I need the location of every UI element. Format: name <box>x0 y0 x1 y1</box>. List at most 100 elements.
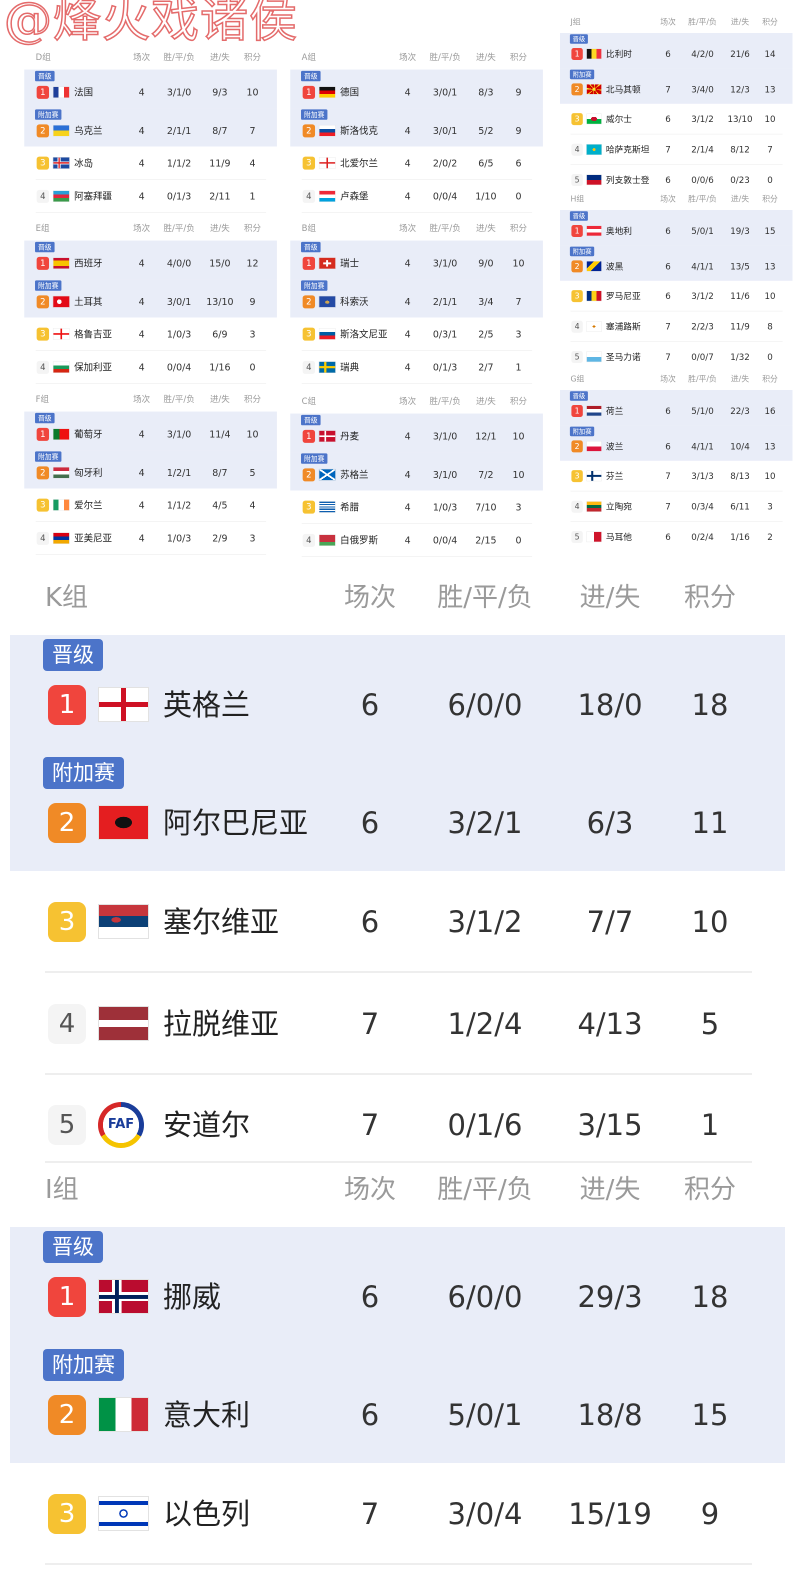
table-row[interactable]: 3 希腊 4 1/0/3 7/10 3 <box>287 490 548 524</box>
table-row[interactable]: 附加赛 2 苏格兰 4 3/1/0 7/2 10 <box>287 452 548 491</box>
table-row[interactable]: 晋级 1 挪威 6 6/0/0 29/3 18 <box>0 1227 800 1345</box>
goals-value: 18/8 <box>577 1398 643 1432</box>
row-cells: 1 英格兰 6 6/0/0 18/0 18 <box>0 683 800 727</box>
flag-andorra-faf-logo-icon: FAF <box>98 1102 144 1148</box>
team-name: 哈萨克斯坦 <box>605 144 650 155</box>
table-row[interactable]: 3 罗马尼亚 6 3/1/2 11/6 10 <box>557 281 797 312</box>
table-row[interactable]: 4 立陶宛 7 0/3/4 6/11 3 <box>557 491 797 522</box>
row-divider <box>45 1161 752 1163</box>
table-row[interactable]: 晋级 1 荷兰 6 5/1/0 22/3 16 <box>557 390 797 426</box>
played-value: 4 <box>138 190 145 202</box>
wdl-value: 3/0/1 <box>432 86 458 98</box>
wdl-value: 5/0/1 <box>447 1398 523 1432</box>
table-row[interactable]: 3 以色列 7 3/0/4 15/19 9 <box>0 1463 800 1565</box>
table-row[interactable]: 4 白俄罗斯 4 0/0/4 2/15 0 <box>287 524 548 557</box>
rank-badge: 3 <box>571 290 583 303</box>
table-row[interactable]: 4 亚美尼亚 4 1/0/3 2/9 3 <box>21 522 282 555</box>
table-row[interactable]: 5 FAF 安道尔 7 0/1/6 3/15 1 <box>0 1075 800 1163</box>
table-row[interactable]: 晋级 1 瑞士 4 3/1/0 9/0 10 <box>287 240 548 280</box>
played-value: 4 <box>404 257 411 269</box>
table-row[interactable]: 3 格鲁吉亚 4 1/0/3 6/9 3 <box>21 317 282 351</box>
table-row[interactable]: 附加赛 2 土耳其 4 3/0/1 13/10 9 <box>21 279 282 318</box>
column-header-wdl: 胜/平/负 <box>688 194 717 204</box>
table-row[interactable]: 晋级 1 丹麦 4 3/1/0 12/1 10 <box>287 413 548 453</box>
played-value: 4 <box>138 532 145 544</box>
rank-badge: 2 <box>571 440 583 453</box>
table-row[interactable]: 3 威尔士 6 3/1/2 13/10 10 <box>557 104 797 135</box>
flag-greece-icon <box>318 501 336 513</box>
goals-value: 11/6 <box>730 291 750 302</box>
table-row[interactable]: 附加赛 2 北马其顿 7 3/4/0 12/3 13 <box>557 68 797 104</box>
group-name: D组 <box>35 52 51 63</box>
wdl-value: 0/0/4 <box>166 361 192 373</box>
table-row[interactable]: 晋级 1 比利时 6 4/2/0 21/6 14 <box>557 33 797 69</box>
goals-value: 7/7 <box>586 905 634 939</box>
points-value: 0 <box>515 190 522 202</box>
team-name: 希腊 <box>340 501 360 513</box>
table-row[interactable]: 晋级 1 法国 4 3/1/0 9/3 10 <box>21 69 282 109</box>
goals-value: 2/7 <box>478 361 494 373</box>
wdl-value: 1/0/3 <box>166 328 192 340</box>
points-value: 16 <box>764 405 776 417</box>
table-row[interactable]: 晋级 1 德国 4 3/0/1 8/3 9 <box>287 69 548 109</box>
table-row[interactable]: 5 列支敦士登 6 0/0/6 0/23 0 <box>557 165 797 191</box>
rank-badge: 1 <box>571 225 583 237</box>
goals-value: 11/9 <box>730 321 750 332</box>
table-row[interactable]: 3 冰岛 4 1/1/2 11/9 4 <box>21 146 282 180</box>
rank-badge: 4 <box>571 500 583 513</box>
table-row[interactable]: 3 塞尔维亚 6 3/1/2 7/7 10 <box>0 871 800 973</box>
points-value: 3 <box>767 501 773 512</box>
table-row[interactable]: 晋级 1 奥地利 6 5/0/1 19/3 15 <box>557 210 797 246</box>
table-row[interactable]: 4 瑞典 4 0/1/3 2/7 1 <box>287 351 548 384</box>
points-value: 13 <box>764 441 776 452</box>
table-row[interactable]: 3 斯洛文尼亚 4 0/3/1 2/5 3 <box>287 317 548 351</box>
table-row[interactable]: 3 爱尔兰 4 1/1/2 4/5 4 <box>21 488 282 522</box>
team-name: 芬兰 <box>605 471 624 482</box>
table-row[interactable]: 晋级 1 英格兰 6 6/0/0 18/0 18 <box>0 635 800 753</box>
flag-italy-icon <box>98 1397 149 1432</box>
table-row[interactable]: 晋级 1 西班牙 4 4/0/0 15/0 12 <box>21 240 282 280</box>
table-row[interactable]: 4 阿塞拜疆 4 0/1/3 2/11 1 <box>21 180 282 213</box>
rank-badge: 3 <box>36 327 50 341</box>
table-row[interactable]: 5 圣马力诺 7 0/0/7 1/32 0 <box>557 342 797 368</box>
table-row[interactable]: 5 马耳他 6 0/2/4 1/16 2 <box>557 522 797 548</box>
table-row[interactable]: 4 塞浦路斯 7 2/2/3 11/9 8 <box>557 311 797 342</box>
flag-ireland-icon <box>52 499 70 511</box>
wdl-value: 3/1/2 <box>447 905 523 939</box>
table-row[interactable]: 附加赛 2 乌克兰 4 2/1/1 8/7 7 <box>21 108 282 147</box>
column-header-goals: 进/失 <box>475 52 496 63</box>
flag-northern-ireland-icon <box>318 157 336 169</box>
points-value: 3 <box>249 328 256 340</box>
table-row[interactable]: 附加赛 2 意大利 6 5/0/1 18/8 15 <box>0 1345 800 1463</box>
row-cells: 2 波兰 6 4/1/1 10/4 13 <box>557 440 797 453</box>
table-row[interactable]: 4 哈萨克斯坦 7 2/1/4 8/12 7 <box>557 134 797 165</box>
wdl-value: 0/3/4 <box>691 501 714 512</box>
flag-belgium-icon <box>586 48 602 60</box>
table-row[interactable]: 附加赛 2 波黑 6 4/1/1 13/5 13 <box>557 245 797 281</box>
table-row[interactable]: 附加赛 2 阿尔巴尼亚 6 3/2/1 6/3 11 <box>0 753 800 871</box>
rank-badge: 2 <box>302 124 316 138</box>
table-row[interactable]: 4 保加利亚 4 0/0/4 1/16 0 <box>21 351 282 384</box>
row-divider <box>45 971 752 973</box>
goals-value: 15/19 <box>568 1497 652 1531</box>
wdl-value: 1/2/4 <box>447 1007 523 1041</box>
table-row[interactable]: 3 北爱尔兰 4 2/0/2 6/5 6 <box>287 146 548 180</box>
table-row[interactable]: 附加赛 2 科索沃 4 2/1/1 3/4 7 <box>287 279 548 318</box>
goals-value: 11/4 <box>209 428 231 440</box>
table-row[interactable]: 附加赛 2 匈牙利 4 1/2/1 8/7 5 <box>21 450 282 489</box>
table-row[interactable]: 4 拉脱维亚 7 1/2/4 4/13 5 <box>0 973 800 1075</box>
table-row[interactable]: 晋级 1 葡萄牙 4 3/1/0 11/4 10 <box>21 411 282 451</box>
group-name: G组 <box>570 374 585 384</box>
row-cells: 1 挪威 6 6/0/0 29/3 18 <box>0 1275 800 1319</box>
table-row[interactable]: 3 芬兰 7 3/1/3 8/13 10 <box>557 461 797 492</box>
row-cells: 2 苏格兰 4 3/1/0 7/2 10 <box>287 468 548 482</box>
played-value: 4 <box>138 499 145 511</box>
column-header-wdl: 胜/平/负 <box>163 52 195 63</box>
team-name: 荷兰 <box>605 405 624 417</box>
table-row[interactable]: 附加赛 2 波兰 6 4/1/1 10/4 13 <box>557 425 797 461</box>
column-header-points: 积分 <box>683 1175 737 1205</box>
playoff-badge: 附加赛 <box>301 453 328 464</box>
table-row[interactable]: 附加赛 2 斯洛伐克 4 3/0/1 5/2 9 <box>287 108 548 147</box>
column-header-played: 场次 <box>660 17 676 27</box>
table-row[interactable]: 4 卢森堡 4 0/0/4 1/10 0 <box>287 180 548 213</box>
